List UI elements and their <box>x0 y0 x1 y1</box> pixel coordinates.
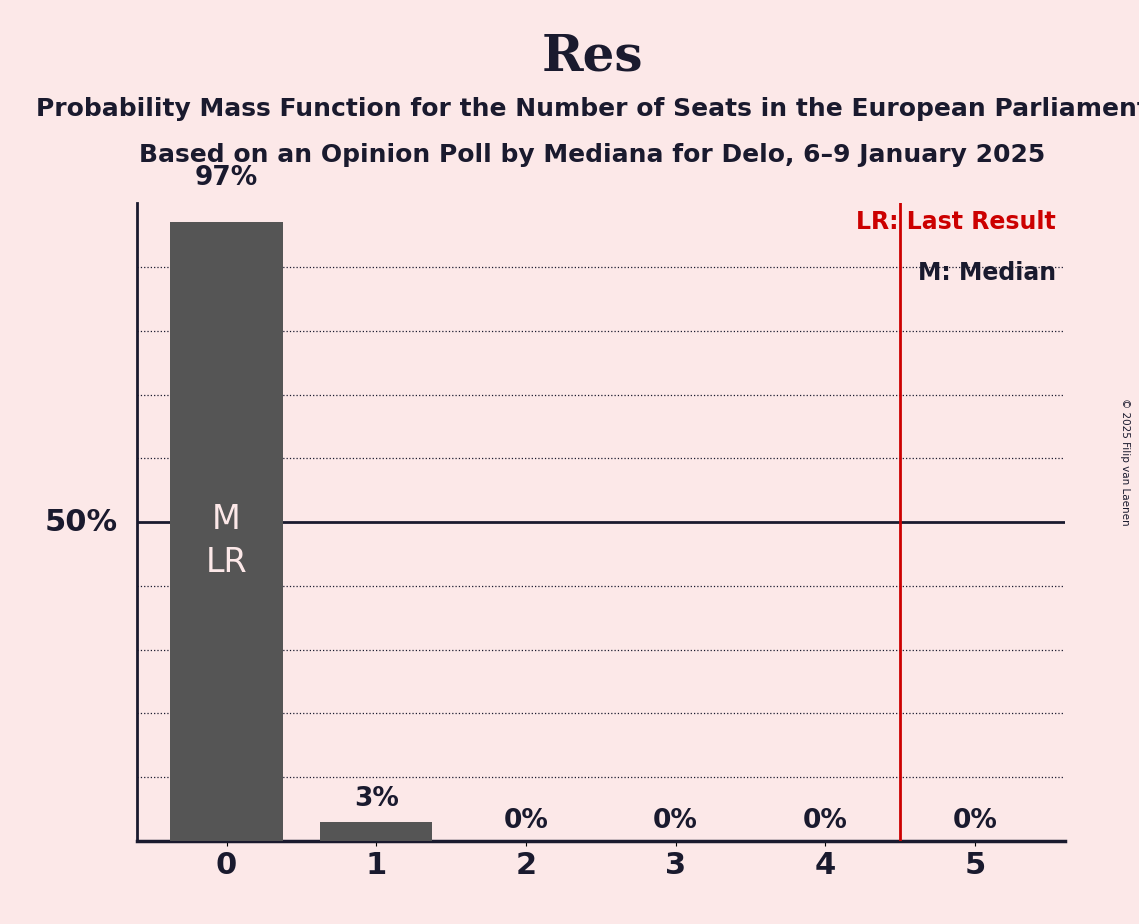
Text: LR: Last Result: LR: Last Result <box>855 210 1056 234</box>
Text: 0%: 0% <box>654 808 698 834</box>
Text: © 2025 Filip van Laenen: © 2025 Filip van Laenen <box>1121 398 1130 526</box>
Text: Res: Res <box>541 32 644 81</box>
Bar <box>171 223 282 841</box>
Text: Based on an Opinion Poll by Mediana for Delo, 6–9 January 2025: Based on an Opinion Poll by Mediana for … <box>139 143 1046 167</box>
Text: M
LR: M LR <box>206 503 247 579</box>
Text: Probability Mass Function for the Number of Seats in the European Parliament: Probability Mass Function for the Number… <box>35 97 1139 121</box>
Text: M: Median: M: Median <box>918 261 1056 285</box>
Text: 50%: 50% <box>44 507 118 537</box>
Text: 0%: 0% <box>803 808 847 834</box>
Text: 3%: 3% <box>354 786 399 812</box>
Text: 0%: 0% <box>503 808 548 834</box>
Text: 97%: 97% <box>195 164 259 190</box>
Text: 0%: 0% <box>952 808 998 834</box>
Bar <box>320 821 433 841</box>
